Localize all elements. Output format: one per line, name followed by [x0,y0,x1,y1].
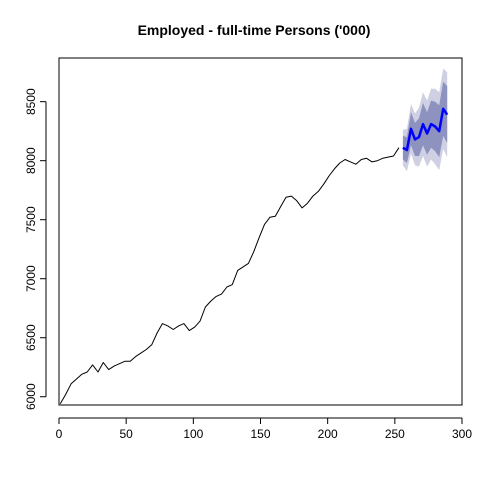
chart-title: Employed - full-time Persons ('000) [138,22,371,38]
y-tick-label: 8000 [24,147,38,174]
x-tick-label: 0 [56,427,63,441]
y-tick-label: 6000 [24,383,38,410]
y-axis: 6000 6500 7000 7500 8000 8500 [24,88,47,410]
y-tick-label: 7500 [24,206,38,233]
x-axis: 0 50 100 150 200 250 300 [56,417,472,441]
y-tick-label: 7000 [24,265,38,292]
history-line [59,147,400,405]
series-lines [59,107,449,405]
y-tick-label: 6500 [24,324,38,351]
x-tick-label: 300 [452,427,472,441]
forecast-line [402,107,449,152]
x-tick-label: 150 [250,427,270,441]
x-tick-label: 200 [318,427,338,441]
x-tick-label: 100 [183,427,203,441]
prediction-intervals [402,68,448,172]
y-tick-label: 8500 [24,88,38,115]
x-tick-label: 50 [119,427,133,441]
interval-band-80 [402,81,448,163]
x-tick-label: 250 [385,427,405,441]
plot-frame [58,57,463,406]
